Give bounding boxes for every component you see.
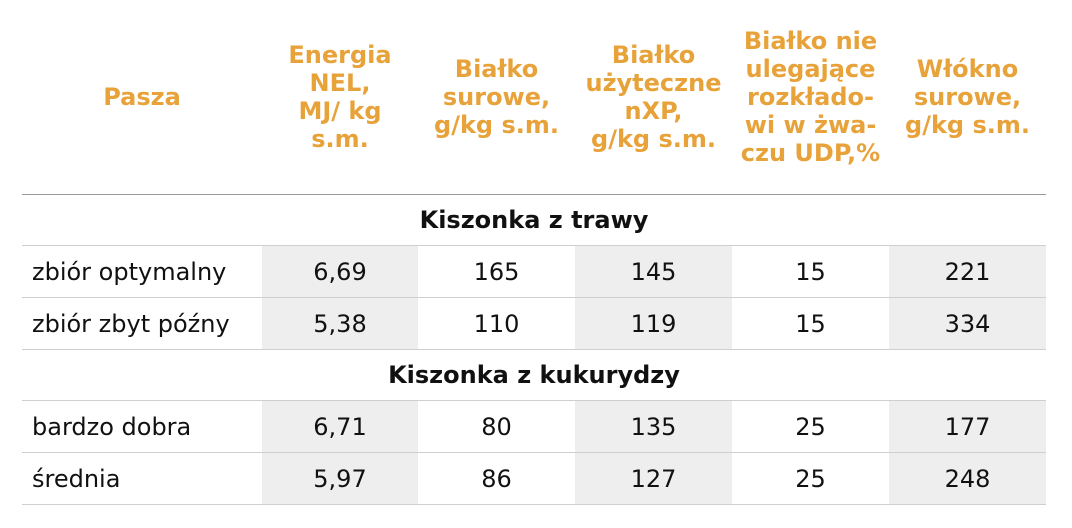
cell-energia: 5,97 bbox=[262, 452, 418, 505]
header-bialko-uzyteczne-line-4: g/kg s.m. bbox=[591, 125, 716, 153]
cell-bialko-surowe: 80 bbox=[418, 400, 575, 453]
section-row-grass: Kiszonka z trawy bbox=[22, 194, 1046, 246]
header-energia: Energia NEL, MJ/ kg s.m. bbox=[262, 0, 418, 195]
header-bialko-udp-line-5: czu UDP,% bbox=[740, 139, 881, 167]
cell-bialko-surowe: 86 bbox=[418, 452, 575, 505]
cell-bialko-udp: 25 bbox=[732, 452, 889, 505]
cell-bialko-surowe: 165 bbox=[418, 245, 575, 298]
header-row: Pasza Energia NEL, MJ/ kg s.m. Białko su… bbox=[22, 0, 1046, 195]
header-pasza: Pasza bbox=[22, 0, 262, 195]
row-label: zbiór optymalny bbox=[22, 245, 262, 298]
cell-bialko-uzyteczne: 145 bbox=[575, 245, 732, 298]
row-label: zbiór zbyt późny bbox=[22, 297, 262, 350]
header-bialko-surowe-line-3: g/kg s.m. bbox=[434, 111, 559, 139]
header-energia-line-2: NEL, bbox=[309, 69, 371, 97]
header-wlokno-line-1: Włókno bbox=[916, 55, 1019, 83]
header-energia-line-3: MJ/ kg bbox=[298, 97, 382, 125]
cell-bialko-uzyteczne: 127 bbox=[575, 452, 732, 505]
cell-wlokno: 177 bbox=[889, 400, 1046, 453]
header-wlokno: Włókno surowe, g/kg s.m. bbox=[889, 0, 1046, 195]
header-bialko-udp-line-4: wi w żwa- bbox=[744, 111, 877, 139]
section-title: Kiszonka z kukurydzy bbox=[22, 349, 1046, 401]
cell-bialko-udp: 25 bbox=[732, 400, 889, 453]
header-bialko-udp-line-1: Białko nie bbox=[743, 27, 878, 55]
cell-bialko-udp: 15 bbox=[732, 245, 889, 298]
header-bialko-udp-line-3: rozkłado- bbox=[747, 83, 874, 111]
header-wlokno-line-3: g/kg s.m. bbox=[905, 111, 1030, 139]
section-row-maize: Kiszonka z kukurydzy bbox=[22, 349, 1046, 401]
feed-table-container: Pasza Energia NEL, MJ/ kg s.m. Białko su… bbox=[22, 0, 1046, 505]
cell-bialko-udp: 15 bbox=[732, 297, 889, 350]
cell-energia: 6,71 bbox=[262, 400, 418, 453]
table-row: zbiór optymalny 6,69 165 145 15 221 bbox=[22, 245, 1046, 298]
cell-bialko-uzyteczne: 135 bbox=[575, 400, 732, 453]
header-bialko-udp-line-2: ulegające bbox=[745, 55, 876, 83]
header-bialko-surowe-line-2: surowe, bbox=[442, 83, 551, 111]
header-bialko-uzyteczne-line-3: nXP, bbox=[624, 97, 683, 125]
header-bialko-surowe-line-1: Białko bbox=[454, 55, 539, 83]
row-label: bardzo dobra bbox=[22, 400, 262, 453]
section-title: Kiszonka z trawy bbox=[22, 194, 1046, 246]
table-row: zbiór zbyt późny 5,38 110 119 15 334 bbox=[22, 297, 1046, 350]
header-bialko-uzyteczne-line-2: użyteczne bbox=[585, 69, 722, 97]
cell-energia: 6,69 bbox=[262, 245, 418, 298]
header-energia-line-1: Energia bbox=[288, 41, 392, 69]
header-bialko-surowe: Białko surowe, g/kg s.m. bbox=[418, 0, 575, 195]
cell-wlokno: 221 bbox=[889, 245, 1046, 298]
header-bialko-uzyteczne-line-1: Białko bbox=[611, 41, 696, 69]
table-row: średnia 5,97 86 127 25 248 bbox=[22, 452, 1046, 505]
cell-wlokno: 248 bbox=[889, 452, 1046, 505]
cell-energia: 5,38 bbox=[262, 297, 418, 350]
cell-wlokno: 334 bbox=[889, 297, 1046, 350]
row-label: średnia bbox=[22, 452, 262, 505]
cell-bialko-surowe: 110 bbox=[418, 297, 575, 350]
header-bialko-udp: Białko nie ulegające rozkłado- wi w żwa-… bbox=[732, 0, 889, 195]
header-wlokno-line-2: surowe, bbox=[913, 83, 1022, 111]
table-row: bardzo dobra 6,71 80 135 25 177 bbox=[22, 400, 1046, 453]
feed-nutrition-table: Pasza Energia NEL, MJ/ kg s.m. Białko su… bbox=[22, 0, 1046, 505]
header-bialko-uzyteczne: Białko użyteczne nXP, g/kg s.m. bbox=[575, 0, 732, 195]
header-pasza-text: Pasza bbox=[103, 83, 181, 111]
header-energia-line-4: s.m. bbox=[311, 125, 369, 153]
cell-bialko-uzyteczne: 119 bbox=[575, 297, 732, 350]
